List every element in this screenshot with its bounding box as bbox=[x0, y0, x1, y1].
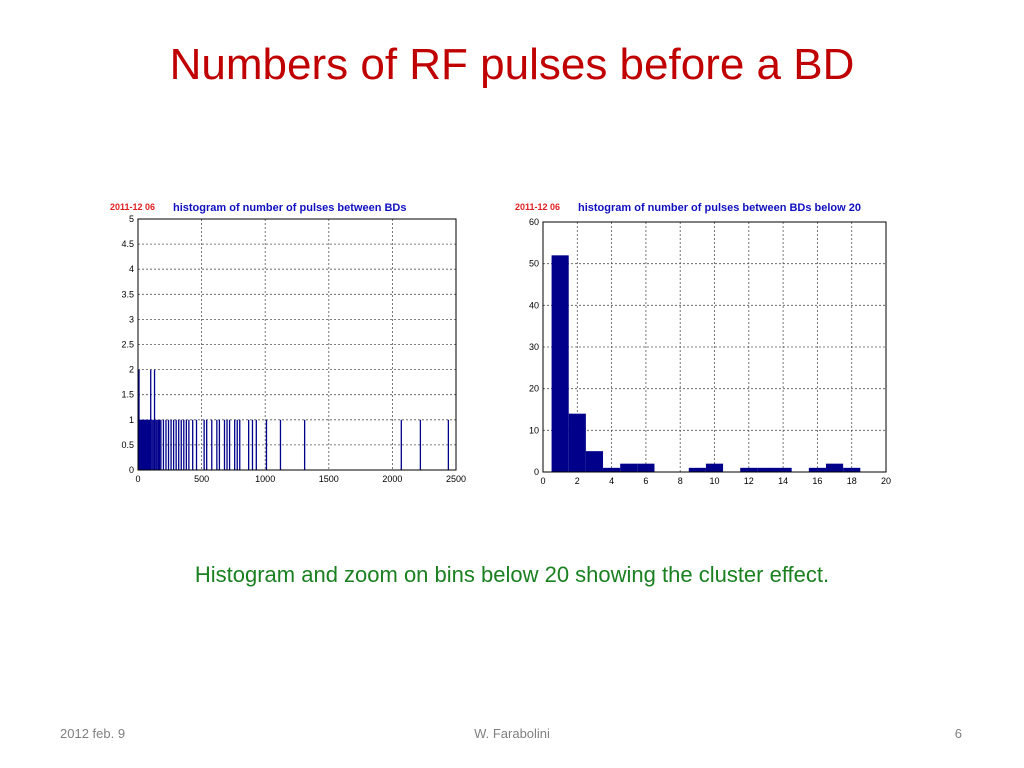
histogram-all-y-tick-label: 3.5 bbox=[121, 289, 134, 299]
histogram-below-20-x-tick-label: 18 bbox=[847, 476, 857, 486]
histogram-below-20-x-tick-label: 2 bbox=[575, 476, 580, 486]
histogram-below-20-x-tick-label: 16 bbox=[812, 476, 822, 486]
histogram-below-20-y-tick-label: 20 bbox=[529, 384, 539, 394]
histogram-all-x-tick-label: 2000 bbox=[382, 474, 402, 484]
footer-author: W. Farabolini bbox=[474, 726, 550, 741]
histogram-below-20-bar bbox=[585, 451, 604, 472]
histogram-below-20-bar bbox=[705, 463, 724, 472]
histogram-all-y-tick-label: 2 bbox=[129, 365, 134, 375]
slide-title: Numbers of RF pulses before a BD bbox=[169, 40, 855, 89]
histogram-below-20-bar bbox=[551, 255, 569, 472]
histogram-below-20-y-tick-label: 40 bbox=[529, 300, 539, 310]
histogram-below-20-bar bbox=[620, 463, 638, 472]
histogram-below-20-frame bbox=[542, 221, 887, 473]
histogram-all-x-tick-label: 2500 bbox=[446, 474, 466, 484]
histogram-all-y-tick-label: 1 bbox=[129, 415, 134, 425]
histogram-all-y-tick-label: 0.5 bbox=[121, 440, 134, 450]
histogram-below-20-bar bbox=[757, 467, 775, 472]
histogram-all-y-tick-label: 0 bbox=[129, 465, 134, 475]
histogram-below-20-bar bbox=[808, 467, 826, 472]
histogram-below-20-y-tick-label: 50 bbox=[529, 259, 539, 269]
histogram-all-frame bbox=[137, 218, 457, 471]
histogram-all-y-tick-label: 4 bbox=[129, 264, 134, 274]
histogram-below-20-bar bbox=[740, 467, 758, 472]
histogram-all-y-tick-label: 2.5 bbox=[121, 340, 134, 350]
slide-caption: Histogram and zoom on bins below 20 show… bbox=[194, 562, 830, 587]
histogram-below-20-bar bbox=[568, 413, 586, 472]
histogram-below-20-x-tick-label: 6 bbox=[643, 476, 648, 486]
histogram-below-20-x-tick-label: 0 bbox=[540, 476, 545, 486]
histogram-below-20-x-tick-label: 20 bbox=[881, 476, 891, 486]
histogram-below-20-bar bbox=[688, 467, 706, 472]
histogram-all-y-tick-label: 4.5 bbox=[121, 239, 134, 249]
histogram-below-20-x-tick-label: 12 bbox=[744, 476, 754, 486]
histogram-below-20-x-tick-label: 8 bbox=[678, 476, 683, 486]
histogram-below-20-bar bbox=[637, 463, 655, 472]
footer-date: 2012 feb. 9 bbox=[60, 726, 126, 741]
histogram-all-x-tick-label: 0 bbox=[135, 474, 140, 484]
histogram-below-20-bar bbox=[843, 467, 861, 472]
histogram-all-y-tick-label: 5 bbox=[129, 214, 134, 224]
histogram-below-20-y-tick-label: 30 bbox=[529, 342, 539, 352]
histogram-all-y-tick-label: 3 bbox=[129, 314, 134, 324]
histogram-below-20-y-tick-label: 0 bbox=[534, 467, 539, 477]
histogram-below-20-bar bbox=[825, 463, 844, 472]
histogram-below-20-bar bbox=[774, 467, 792, 472]
histogram-below-20-y-tick-label: 10 bbox=[529, 425, 539, 435]
histogram-below-20-x-tick-label: 10 bbox=[709, 476, 719, 486]
histogram-all-x-tick-label: 500 bbox=[194, 474, 209, 484]
histogram-all-title: histogram of number of pulses between BD… bbox=[173, 202, 406, 214]
histogram-all-x-tick-label: 1500 bbox=[319, 474, 339, 484]
histogram-all-svg: 2011-12 06 histogram of number of pulses … bbox=[110, 202, 466, 484]
histogram-below-20-title: histogram of number of pulses between BD… bbox=[578, 202, 861, 214]
histogram-all-y-tick-label: 1.5 bbox=[121, 390, 134, 400]
histogram-below-20-x-tick-label: 14 bbox=[778, 476, 788, 486]
histogram-all: 2011-12 06 histogram of number of pulses … bbox=[105, 195, 470, 490]
histogram-all-x-tick-label: 1000 bbox=[255, 474, 275, 484]
histogram-below-20-date-stamp: 2011-12 06 bbox=[515, 202, 560, 212]
footer-page-number: 6 bbox=[954, 726, 962, 741]
histogram-all-date-stamp: 2011-12 06 bbox=[110, 202, 155, 212]
histogram-below-20-bar bbox=[603, 467, 621, 472]
histogram-below-20-svg: 2011-12 06 histogram of number of pulses … bbox=[515, 202, 891, 486]
histogram-below-20-x-tick-label: 4 bbox=[609, 476, 614, 486]
histogram-below-20-y-tick-label: 60 bbox=[529, 217, 539, 227]
histogram-below-20: 2011-12 06 histogram of number of pulses … bbox=[510, 195, 895, 490]
